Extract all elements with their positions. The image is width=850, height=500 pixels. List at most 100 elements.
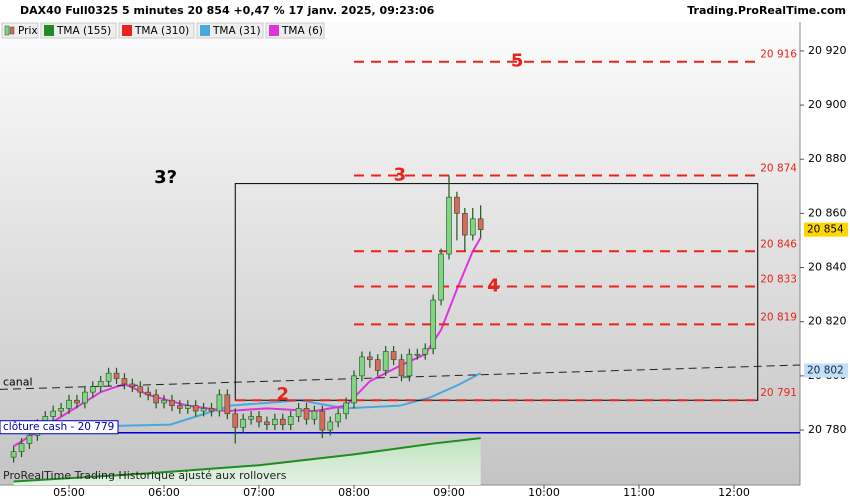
level-label: 20 846 (760, 238, 797, 250)
legend-swatch (200, 25, 210, 36)
area (13, 438, 481, 485)
candle-body (105, 372, 112, 382)
candle-body (240, 418, 246, 428)
candle-body (374, 359, 381, 371)
candle-body (382, 351, 389, 371)
level-label: 20 916 (760, 49, 797, 61)
level-label: 20 833 (760, 274, 797, 286)
candle-body (335, 413, 341, 423)
candle-body (264, 421, 270, 425)
candle-body (137, 386, 144, 393)
legend-swatch (9, 26, 15, 35)
legend-swatch (269, 25, 279, 36)
candle-body (319, 410, 326, 431)
annotation: 3 (394, 164, 407, 185)
axis-background (800, 0, 850, 500)
x-tick-label: 07:00 (243, 486, 275, 499)
legend-item-bg (265, 22, 325, 39)
legend-label: Prix (18, 25, 38, 37)
candle-body (184, 405, 191, 409)
candle-body (295, 408, 302, 417)
candle-body (272, 418, 278, 425)
candle-body (50, 410, 56, 417)
candle-body (97, 380, 104, 388)
candle-body (145, 391, 151, 396)
tma-value-label: 20 802 (807, 364, 844, 376)
x-tick-label: 11:00 (623, 486, 655, 499)
legend-item-bg (118, 22, 195, 39)
candle-body (287, 416, 294, 425)
candle-body (454, 196, 460, 214)
candle-body (469, 218, 476, 236)
x-tick-label: 05:00 (53, 486, 85, 499)
candle-body (216, 394, 223, 412)
candle-body (327, 421, 334, 431)
cash-label-box (0, 420, 119, 435)
candle-body (208, 408, 215, 412)
candle-body (477, 218, 484, 230)
x-tick-label: 08:00 (338, 486, 370, 499)
candle-body (311, 410, 318, 420)
legend-label: TMA (6) (281, 25, 323, 37)
y-tick-label: 20 880 (808, 152, 847, 165)
candle-body (343, 402, 349, 415)
y-tick-label: 20 820 (808, 315, 847, 328)
annotation: 5 (511, 51, 524, 72)
candle-body (359, 356, 365, 377)
candle-body (121, 378, 128, 385)
x-axis-background (0, 485, 800, 500)
candle-body (446, 196, 452, 255)
candle-body (82, 391, 88, 404)
candle-body (303, 408, 310, 420)
annotation: 3? (154, 167, 177, 188)
legend-swatch (122, 25, 132, 36)
source: Trading.ProRealTime.com (687, 4, 846, 17)
candle-body (113, 372, 120, 379)
plot-background (0, 0, 800, 485)
header-bar (0, 0, 850, 22)
canal-label: canal (3, 375, 33, 388)
candle-body (351, 375, 357, 404)
candle-body (74, 399, 80, 404)
y-tick-label: 20 900 (808, 98, 847, 111)
legend-swatch (4, 25, 10, 36)
candle-body (430, 299, 436, 350)
x-tick-label: 10:00 (528, 486, 560, 499)
tma-value-box (804, 363, 848, 378)
candle-body (232, 413, 239, 428)
candle-body (367, 356, 373, 360)
footer-note: ProRealTime Trading Historique ajusté au… (3, 469, 287, 482)
legend-item-bg (196, 22, 264, 39)
legend-label: TMA (31) (212, 25, 261, 37)
candle-body (224, 394, 231, 415)
y-tick-label: 20 780 (808, 423, 847, 436)
line (13, 237, 482, 448)
x-tick-label: 12:00 (718, 486, 750, 499)
candle-body (18, 443, 25, 452)
legend-label: TMA (310) (134, 25, 189, 37)
header-title: DAX40 Full0325 5 minutes 20 854 +0,47 % … (20, 4, 435, 17)
annotation: 2 (276, 384, 289, 405)
candle-body (248, 416, 254, 420)
candle-body (177, 405, 183, 409)
x-tick-label: 06:00 (148, 486, 180, 499)
candle-body (161, 399, 167, 404)
candle-body (279, 418, 286, 425)
legend-label: TMA (155) (56, 25, 111, 37)
candle-body (66, 399, 72, 409)
level-label: 20 874 (760, 162, 797, 174)
candle-body (129, 383, 136, 388)
last-price-box (804, 222, 848, 237)
candle-body (406, 353, 413, 377)
candle-body (10, 451, 17, 458)
candle-body (200, 408, 207, 412)
cash-label: clôture cash - 20 779 (3, 421, 114, 433)
candle-body (169, 399, 175, 406)
candle-body (26, 435, 33, 444)
last-price-label: 20 854 (807, 224, 844, 236)
legend-swatch (44, 25, 54, 36)
overlay: DAX40 Full0325 5 minutes 20 854 +0,47 % … (0, 0, 850, 482)
level-label: 20 791 (760, 387, 797, 399)
